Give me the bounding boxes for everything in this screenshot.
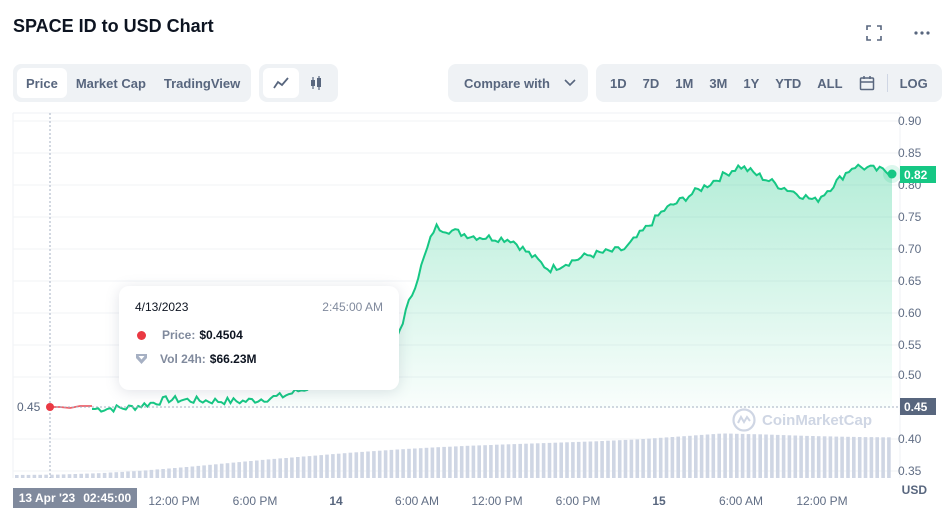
- line-chart-icon: [273, 77, 289, 89]
- y-tick: 0.60: [898, 306, 922, 320]
- x-tick: 14: [329, 494, 343, 508]
- calendar-icon: [859, 76, 874, 91]
- tooltip-price-value: $0.4504: [199, 328, 243, 342]
- x-tick: 6:00 PM: [232, 494, 278, 508]
- chart-type-toggle: [259, 64, 338, 102]
- compare-with-label: Compare with: [464, 75, 550, 91]
- range-1y[interactable]: 1Y: [743, 75, 760, 91]
- crosshair-date: 13 Apr '23: [18, 491, 76, 505]
- candlestick-icon: [311, 76, 321, 90]
- fullscreen-icon[interactable]: [864, 24, 884, 42]
- line-chart-button[interactable]: [263, 68, 299, 98]
- divider: [886, 74, 888, 92]
- x-tick: 6:00 PM: [555, 494, 601, 508]
- tab-price[interactable]: Price: [17, 68, 67, 98]
- log-toggle[interactable]: LOG: [899, 75, 928, 91]
- coinmarketcap-logo-icon: [732, 408, 756, 432]
- y-tick: 0.35: [898, 464, 922, 478]
- range-ytd[interactable]: YTD: [775, 75, 802, 91]
- crosshair-time: 02:45:00: [83, 491, 132, 505]
- hover-price-left-label: 0.45: [17, 400, 41, 414]
- range-1d[interactable]: 1D: [610, 75, 627, 91]
- x-tick: 12:00 PM: [796, 494, 848, 508]
- tab-market-cap[interactable]: Market Cap: [75, 75, 146, 91]
- range-all[interactable]: ALL: [817, 75, 843, 91]
- tab-tradingview[interactable]: TradingView: [163, 75, 241, 91]
- tooltip-date: 4/13/2023: [135, 300, 189, 314]
- tooltip-volume-value: $66.23M: [209, 352, 257, 366]
- chart-canvas: [12, 112, 901, 478]
- candlestick-button[interactable]: [299, 68, 333, 98]
- current-price-tag: 0.82: [900, 166, 936, 183]
- y-tick: 0.55: [898, 338, 922, 352]
- y-tick: 0.70: [898, 242, 922, 256]
- crosshair-date-tag: 13 Apr '23 02:45:00: [13, 488, 137, 508]
- chevron-down-icon: [564, 79, 576, 87]
- compare-with-dropdown[interactable]: Compare with: [448, 64, 588, 102]
- y-tick: 0.65: [898, 274, 922, 288]
- range-3m[interactable]: 3M: [709, 75, 728, 91]
- x-tick: 12:00 PM: [471, 494, 523, 508]
- time-range-selector: 1D 7D 1M 3M 1Y YTD ALL LOG: [596, 64, 942, 102]
- calendar-button[interactable]: [851, 68, 883, 98]
- hover-price-tag: 0.45: [900, 398, 936, 415]
- range-1m[interactable]: 1M: [675, 75, 694, 91]
- tooltip-time: 2:45:00 AM: [322, 300, 383, 314]
- range-7d[interactable]: 7D: [642, 75, 660, 91]
- x-tick: 15: [652, 494, 666, 508]
- y-tick: 0.40: [898, 432, 922, 446]
- y-tick: 0.85: [898, 146, 922, 160]
- x-tick: 12:00 PM: [148, 494, 200, 508]
- volume-shield-icon: [136, 354, 147, 364]
- tooltip-volume-label: Vol 24h:: [160, 352, 206, 366]
- y-tick: 0.75: [898, 210, 922, 224]
- view-tabs: Price Market Cap TradingView: [13, 64, 251, 102]
- y-tick: 0.50: [898, 368, 922, 382]
- tooltip-price-label: Price:: [162, 328, 196, 342]
- more-horizontal-icon[interactable]: [912, 24, 932, 42]
- price-chart[interactable]: 0.90 0.85 0.80 0.75 0.70 0.65 0.60 0.55 …: [0, 110, 942, 512]
- hover-tooltip: 4/13/2023 2:45:00 AM Price: $0.4504 Vol …: [119, 286, 399, 390]
- page-title: SPACE ID to USD Chart: [13, 16, 214, 36]
- x-tick: 6:00 AM: [394, 494, 440, 508]
- price-dot-icon: [137, 330, 146, 340]
- x-tick: 6:00 AM: [718, 494, 764, 508]
- y-tick: 0.90: [898, 114, 922, 128]
- coinmarketcap-watermark: CoinMarketCap: [732, 408, 872, 432]
- y-axis-unit: USD: [901, 483, 927, 497]
